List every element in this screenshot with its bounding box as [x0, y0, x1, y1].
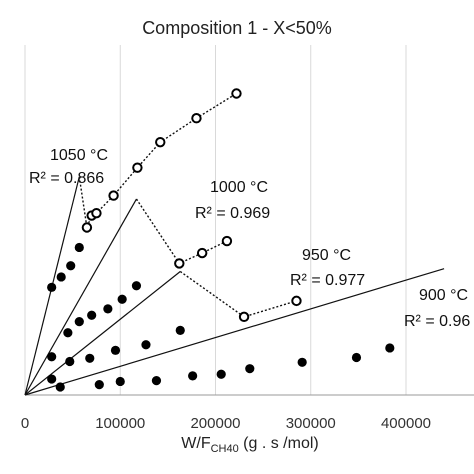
- data-point-filled: [47, 282, 57, 292]
- data-point-open: [174, 258, 185, 269]
- data-point-filled: [245, 364, 255, 374]
- data-point-filled: [66, 261, 76, 271]
- x-tick-label: 400000: [381, 415, 431, 432]
- data-point-filled: [74, 242, 84, 253]
- data-point-open: [191, 113, 202, 124]
- data-point-filled: [87, 310, 97, 320]
- data-point-filled: [175, 325, 185, 335]
- series-r2-label: R² = 0.969: [195, 205, 270, 222]
- x-axis-label-units: (g . s /mol): [239, 435, 319, 452]
- x-tick-label: 300000: [286, 415, 336, 432]
- trendlines: [24, 92, 445, 396]
- data-point-open: [196, 247, 208, 259]
- data-point-filled: [74, 317, 84, 327]
- series-temperature-label: 1050 °C: [50, 147, 108, 164]
- data-point-filled: [110, 345, 121, 355]
- data-point-filled: [188, 371, 198, 381]
- data-points: [47, 88, 395, 392]
- trendline-solid: [24, 268, 445, 396]
- data-point-filled: [115, 376, 125, 387]
- gridlines: [24, 45, 407, 395]
- series-r2-label: R² = 0.977: [290, 272, 365, 289]
- series-annotations: 1050 °C R² = 0.866 1000 °C R² = 0.969 950 °C…: [29, 147, 470, 330]
- trendline-dotted: [179, 270, 297, 318]
- series-temperature-label: 900 °C: [419, 287, 468, 304]
- data-point-filled: [216, 369, 226, 379]
- series-r2-label: R² = 0.96: [404, 313, 470, 330]
- data-point-filled: [65, 356, 75, 367]
- data-point-open: [81, 222, 93, 233]
- data-point-filled: [351, 352, 362, 363]
- data-point-filled: [94, 380, 104, 390]
- data-point-filled: [131, 281, 142, 291]
- data-point-open: [108, 190, 119, 201]
- data-point-open: [221, 235, 233, 247]
- trendline-dotted: [135, 198, 228, 265]
- data-point-filled: [85, 353, 95, 363]
- data-point-open: [155, 136, 166, 148]
- data-point-open: [291, 295, 302, 307]
- x-tick-label: 100000: [95, 415, 145, 432]
- x-tick-label: 200000: [190, 415, 240, 432]
- chart-title: Composition 1 - X<50%: [142, 18, 332, 38]
- series-r2-label: R² = 0.866: [29, 170, 104, 187]
- data-point-filled: [103, 304, 113, 314]
- data-point-open: [238, 311, 250, 323]
- data-point-filled: [47, 352, 57, 362]
- data-point-filled: [63, 328, 73, 338]
- data-point-open: [231, 88, 242, 99]
- x-tick-labels: 0 100000 200000 300000 400000: [21, 415, 431, 432]
- series-temperature-label: 950 °C: [302, 247, 351, 264]
- data-point-filled: [55, 382, 65, 392]
- data-point-filled: [141, 340, 151, 350]
- x-axis-label-subscript: CH40: [211, 443, 239, 455]
- trendline-dotted: [78, 92, 237, 231]
- data-point-filled: [47, 374, 57, 384]
- data-point-filled: [56, 272, 66, 282]
- x-axis-label-main: W/F: [181, 435, 211, 452]
- data-point-filled: [151, 376, 162, 386]
- series-temperature-label: 1000 °C: [210, 179, 268, 196]
- data-point-open: [132, 162, 143, 173]
- x-tick-label: 0: [21, 415, 29, 432]
- data-point-filled: [385, 343, 395, 353]
- data-point-filled: [297, 357, 307, 367]
- x-axis-label: W/FCH40 (g . s /mol): [181, 435, 318, 455]
- trendline-solid: [24, 198, 137, 396]
- trendline-solid: [24, 271, 181, 396]
- data-point-open: [91, 207, 102, 219]
- data-point-filled: [117, 294, 127, 304]
